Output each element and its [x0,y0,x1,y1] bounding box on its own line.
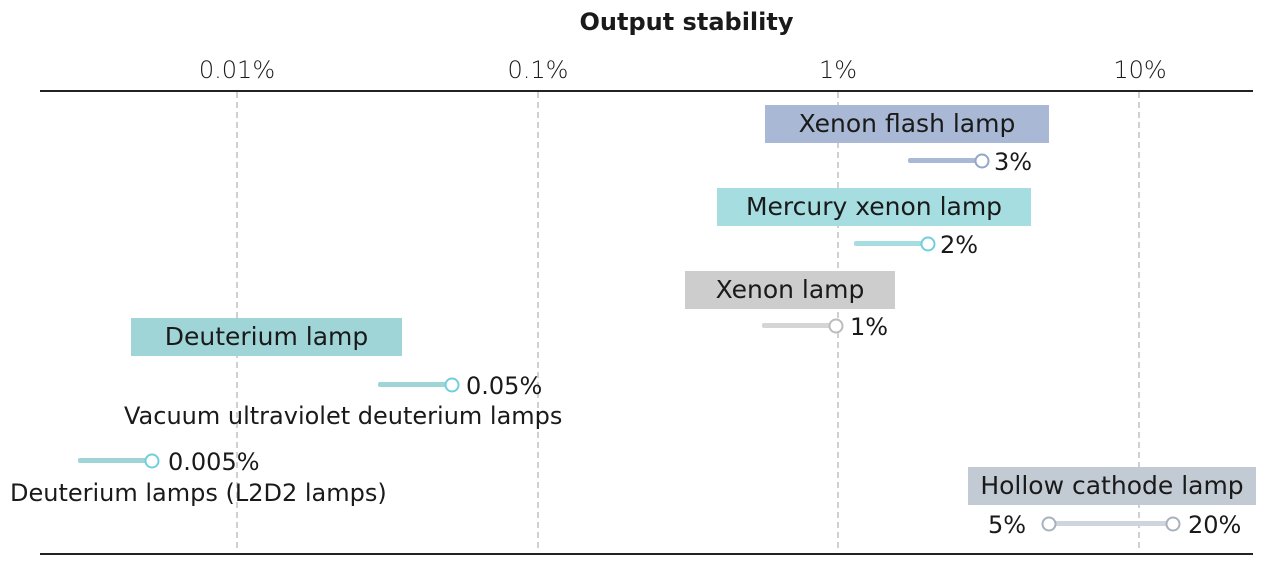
data-point-l2d2 [144,453,160,469]
range-bar-mercury-xenon [854,241,928,246]
label-xenon-flash-lamp: Xenon flash lamp [765,105,1049,143]
data-point-xenon [828,318,844,334]
x-tick-label: 10% [1113,56,1167,84]
value-label-hollow-cathode-max: 20% [1188,511,1242,539]
range-bar-xenon-flash [908,158,982,163]
data-point-xenon-flash [974,153,990,169]
label-l2d2: Deuterium lamps (L2D2 lamps) [10,479,387,507]
data-point-mercury-xenon [920,236,936,252]
gridline [1138,92,1140,548]
range-bar-vuv-deuterium [378,382,452,387]
top-axis-line [40,90,1253,92]
range-bar-hollow-cathode [1050,521,1173,526]
label-hollow-cathode-lamp: Hollow cathode lamp [968,467,1256,505]
value-label-vuv-deuterium: 0.05% [466,372,543,400]
value-label-mercury-xenon: 2% [940,231,979,259]
x-tick-label: 1% [818,56,858,84]
chart-title: Output stability [579,8,794,36]
data-point-hollow-cathode-max [1165,516,1181,532]
data-point-hollow-cathode-min [1041,516,1057,532]
label-deuterium-lamp: Deuterium lamp [131,318,402,356]
value-label-xenon-flash: 3% [994,148,1033,176]
value-label-hollow-cathode-min: 5% [988,511,1027,539]
range-bar-xenon [762,323,836,328]
value-label-l2d2: 0.005% [168,448,260,476]
gridline [537,92,539,548]
data-point-vuv-deuterium [444,377,460,393]
label-mercury-xenon-lamp: Mercury xenon lamp [717,188,1031,226]
value-label-xenon: 1% [850,313,889,341]
bottom-axis-line [40,553,1253,555]
label-vuv-deuterium: Vacuum ultraviolet deuterium lamps [124,402,563,430]
label-xenon-lamp: Xenon lamp [685,271,895,309]
range-bar-l2d2 [78,458,152,463]
x-tick-label: 0.1% [507,56,569,84]
x-tick-label: 0.01% [198,56,276,84]
